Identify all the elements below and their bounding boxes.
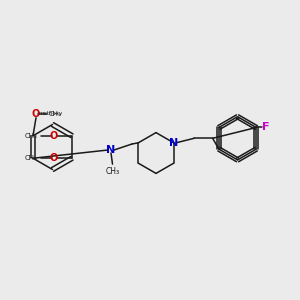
- Text: N: N: [169, 138, 178, 148]
- Text: CH₃: CH₃: [105, 167, 120, 176]
- Text: O: O: [32, 109, 40, 119]
- Text: O: O: [50, 153, 58, 163]
- Text: CH₃: CH₃: [25, 155, 38, 161]
- Text: methoxy: methoxy: [39, 111, 63, 116]
- Text: N: N: [106, 145, 116, 155]
- Text: F: F: [262, 122, 270, 133]
- Text: CH₃: CH₃: [25, 133, 38, 139]
- Text: O: O: [50, 131, 58, 141]
- Text: CH₃: CH₃: [49, 111, 62, 117]
